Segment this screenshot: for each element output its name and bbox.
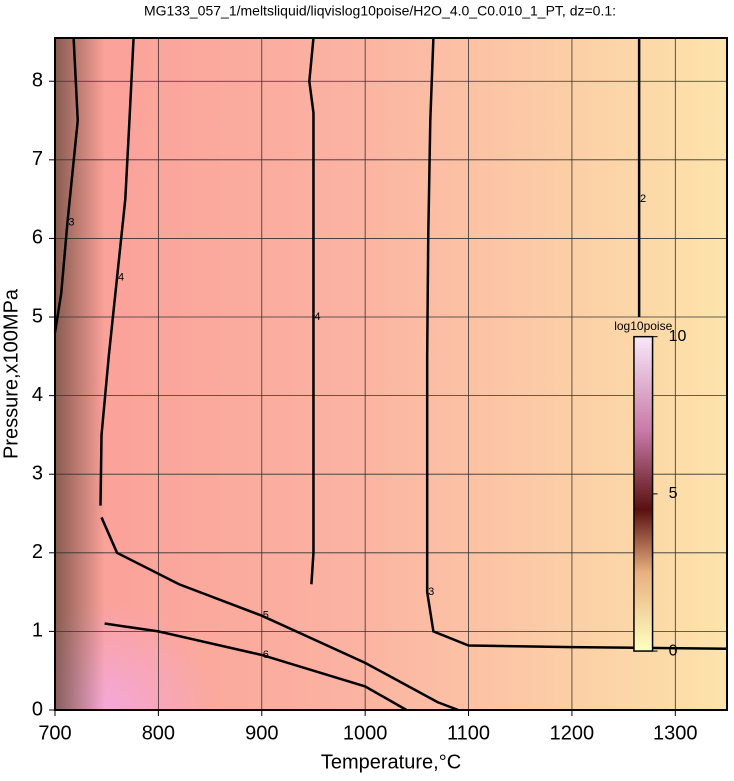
contour-line xyxy=(425,37,728,650)
contour-label: 3 xyxy=(428,586,434,598)
contour-label: 5 xyxy=(263,610,269,622)
x-tick-label: 1200 xyxy=(550,722,595,744)
y-tick-label: 7 xyxy=(32,148,43,170)
contour-label: 6 xyxy=(263,649,269,661)
x-tick-label: 1100 xyxy=(447,722,490,744)
contour-line xyxy=(99,37,135,506)
contour-label: 4 xyxy=(314,311,320,323)
contour-line xyxy=(308,37,315,585)
x-tick-label: 800 xyxy=(142,722,175,744)
contour-line xyxy=(53,37,79,333)
y-tick-label: 2 xyxy=(32,541,43,563)
colorbar-tick-label: 5 xyxy=(669,485,678,502)
y-tick-label: 1 xyxy=(32,620,43,642)
x-tick-label: 900 xyxy=(245,722,278,744)
y-tick-label: 6 xyxy=(32,227,43,249)
x-tick-label: 700 xyxy=(38,722,71,744)
contour-line xyxy=(104,622,408,712)
chart-title: MG133_057_1/meltsliquid/liqvislog10poise… xyxy=(144,3,616,19)
y-tick-label: 0 xyxy=(32,698,43,720)
colorbar-tick-label: 0 xyxy=(669,642,678,659)
x-axis-label: Temperature,°C xyxy=(321,751,461,773)
y-tick-label: 4 xyxy=(32,384,43,406)
contour-label: 3 xyxy=(68,217,74,229)
y-tick-label: 3 xyxy=(32,462,43,484)
plot-area xyxy=(55,38,727,710)
y-axis-label: Pressure,x100MPa xyxy=(0,288,22,459)
colorbar-label: log10poise xyxy=(614,319,672,333)
background xyxy=(55,38,105,710)
frame xyxy=(54,37,728,711)
contour-label: 2 xyxy=(640,193,646,205)
contour-line xyxy=(100,516,459,712)
contour-label: 4 xyxy=(118,272,124,284)
y-tick-label: 5 xyxy=(32,305,43,327)
x-tick-label: 1300 xyxy=(653,722,698,744)
y-tick-label: 8 xyxy=(32,70,43,92)
colorbar-tick-label: 10 xyxy=(669,328,687,345)
x-tick-label: 1000 xyxy=(343,722,388,744)
colorbar xyxy=(633,335,654,652)
